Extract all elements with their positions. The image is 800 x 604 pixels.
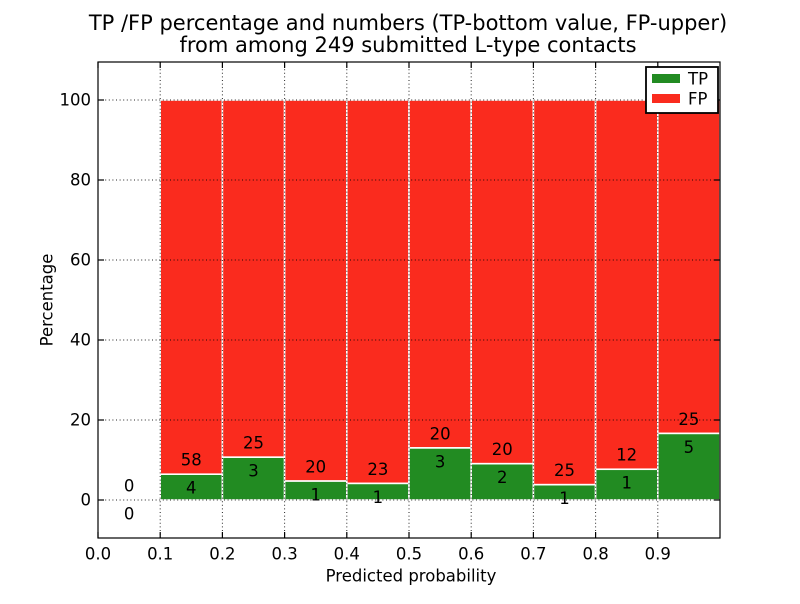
annotation-tp-count: 1 xyxy=(373,488,384,507)
bar-segment-fp xyxy=(159,99,224,475)
bar-segment-tp xyxy=(159,473,224,501)
bar-segment-fp xyxy=(221,99,286,458)
annotation-tp-count: 0 xyxy=(124,505,135,524)
bar-segment-fp xyxy=(345,99,410,485)
y-tick-label: 0 xyxy=(81,491,92,510)
annotation-tp-count: 1 xyxy=(621,474,632,493)
x-tick-label: 0.5 xyxy=(396,545,422,564)
bar-segment-fp xyxy=(594,99,659,471)
annotation-fp-count: 20 xyxy=(305,457,326,476)
annotation-tp-count: 4 xyxy=(186,479,197,498)
annotation-tp-count: 1 xyxy=(310,485,321,504)
annotation-tp-count: 2 xyxy=(497,468,508,487)
x-tick-label: 0.6 xyxy=(458,545,484,564)
annotation-tp-count: 5 xyxy=(684,438,695,457)
x-tick-label: 0.1 xyxy=(147,545,173,564)
annotation-fp-count: 25 xyxy=(554,461,575,480)
legend-swatch-tp xyxy=(652,74,680,83)
x-tick-label: 0.8 xyxy=(582,545,608,564)
annotation-fp-count: 12 xyxy=(616,446,637,465)
y-tick-label: 60 xyxy=(70,251,91,270)
x-tick-label: 0.2 xyxy=(209,545,235,564)
x-tick-label: 0.9 xyxy=(645,545,671,564)
annotation-fp-count: 20 xyxy=(430,424,451,443)
annotation-fp-count: 25 xyxy=(243,434,264,453)
annotation-fp-count: 0 xyxy=(124,477,135,496)
legend: TP FP xyxy=(645,66,719,114)
chart-title-line-1: TP /FP percentage and numbers (TP-bottom… xyxy=(88,11,727,35)
x-tick-label: 0.7 xyxy=(520,545,546,564)
bar-segment-tp xyxy=(221,456,286,501)
grid-layer xyxy=(98,62,720,538)
bars-layer xyxy=(159,99,721,501)
plot-border xyxy=(97,61,721,539)
y-tick-label: 100 xyxy=(60,91,92,110)
annotations-layer: 0 0 58 4 25 3 20 1 23 1 20 3 20 2 25 1 12 1 25 5 xyxy=(124,410,700,524)
bar-segment-fp xyxy=(532,99,597,486)
bar-segment-tp xyxy=(470,462,535,501)
annotation-tp-count: 3 xyxy=(248,462,259,481)
legend-swatch-fp xyxy=(652,94,680,103)
annotation-fp-count: 20 xyxy=(492,440,513,459)
x-axis-label: Predicted probability xyxy=(326,567,497,586)
y-axis-label: Percentage xyxy=(38,254,57,347)
legend-label-fp: FP xyxy=(688,90,707,109)
x-tick-label: 0.4 xyxy=(334,545,360,564)
annotation-fp-count: 58 xyxy=(181,451,202,470)
annotation-fp-count: 25 xyxy=(678,410,699,429)
y-tick-label: 20 xyxy=(70,411,91,430)
bar-segment-fp xyxy=(408,99,473,449)
y-tick-label: 40 xyxy=(70,331,91,350)
annotation-tp-count: 1 xyxy=(559,489,570,508)
chart-title-line-2: from among 249 submitted L-type contacts xyxy=(179,33,636,57)
y-tick-label: 80 xyxy=(70,171,91,190)
bar-segment-fp xyxy=(656,99,721,435)
legend-label-tp: TP xyxy=(687,70,708,89)
annotation-tp-count: 3 xyxy=(435,452,446,471)
bar-segment-fp xyxy=(283,99,348,482)
x-tick-label: 0.3 xyxy=(271,545,297,564)
annotation-fp-count: 23 xyxy=(367,460,388,479)
x-tick-label: 0.0 xyxy=(85,545,111,564)
bar-segment-fp xyxy=(470,99,535,465)
